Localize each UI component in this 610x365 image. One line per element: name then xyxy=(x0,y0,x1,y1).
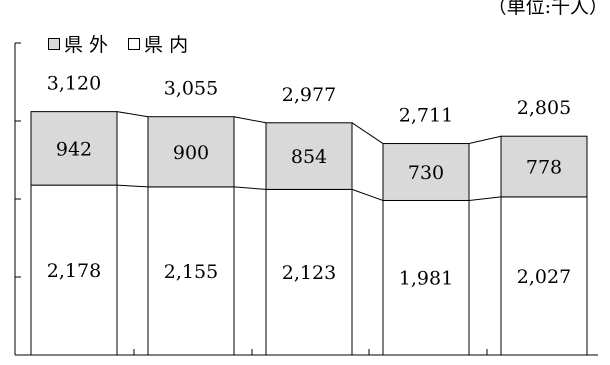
data-label-total: 3,055 xyxy=(164,78,218,100)
bar-outside xyxy=(500,135,588,198)
connector-line-inside xyxy=(233,186,267,190)
data-label-inside: 2,123 xyxy=(282,262,336,284)
data-label-total: 3,120 xyxy=(47,73,101,95)
legend-swatch-inside xyxy=(128,37,141,50)
connector-line-total xyxy=(233,116,267,124)
data-label-outside: 942 xyxy=(56,138,92,160)
bar-outside xyxy=(147,116,235,188)
bar-inside xyxy=(265,188,353,356)
data-label-total: 2,805 xyxy=(517,97,571,119)
data-label-inside: 2,178 xyxy=(47,260,101,282)
data-label-inside: 1,981 xyxy=(399,268,453,290)
data-label-total: 2,711 xyxy=(399,105,453,127)
legend-label-outside: 県 外 xyxy=(64,34,109,56)
connector-line-total xyxy=(351,122,384,144)
bar-inside xyxy=(147,186,235,356)
connector-line-inside xyxy=(468,196,502,201)
bar-inside xyxy=(382,199,470,356)
connector-line-inside xyxy=(116,184,149,188)
legend-label-inside: 県 内 xyxy=(144,34,189,56)
data-label-inside: 2,155 xyxy=(164,261,218,283)
connector-line-inside xyxy=(351,188,384,201)
bar-outside xyxy=(382,143,470,201)
bar-inside xyxy=(30,184,118,356)
bar-outside xyxy=(265,122,353,190)
bar-inside xyxy=(500,196,588,356)
legend-item-outside: 県 外 xyxy=(48,30,108,57)
connector-line-total xyxy=(468,135,502,145)
legend-swatch-outside xyxy=(48,37,60,50)
data-label-outside: 778 xyxy=(526,157,562,179)
legend: 県 外 県 内 xyxy=(48,30,188,57)
data-label-inside: 2,027 xyxy=(517,266,571,288)
data-label-outside: 730 xyxy=(408,162,444,184)
bar-outside xyxy=(30,111,118,186)
unit-label: （単位:千人） xyxy=(487,0,608,18)
connector-line-total xyxy=(116,111,149,118)
data-label-total: 2,977 xyxy=(282,84,336,106)
legend-item-inside: 県 内 xyxy=(128,30,188,57)
data-label-outside: 900 xyxy=(173,142,209,164)
data-label-outside: 854 xyxy=(291,146,327,168)
